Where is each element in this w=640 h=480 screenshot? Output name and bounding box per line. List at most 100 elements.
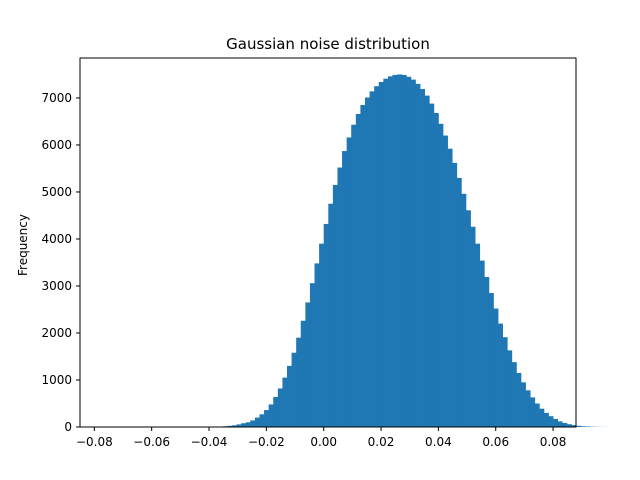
histogram-bar: [429, 103, 435, 427]
histogram-bar: [254, 417, 260, 427]
histogram-bar: [378, 81, 384, 427]
histogram-bar: [300, 320, 306, 427]
histogram-bar: [264, 410, 270, 427]
histogram-bar: [424, 95, 430, 427]
histogram-bar: [553, 419, 559, 427]
histogram-bar: [447, 148, 453, 427]
histogram-bar: [319, 243, 325, 427]
histogram-bar: [452, 162, 458, 427]
y-tick-label: 3000: [41, 279, 72, 293]
histogram-bar: [498, 323, 504, 427]
histogram-bar: [420, 89, 426, 427]
histogram-bar: [273, 396, 279, 427]
histogram-bar: [442, 135, 448, 427]
x-tick-label: −0.02: [248, 435, 285, 449]
chart-title: Gaussian noise distribution: [226, 35, 430, 53]
histogram-bar: [557, 421, 563, 427]
histogram-bar: [287, 365, 292, 427]
y-tick-label: 6000: [41, 138, 72, 152]
histogram-bar: [479, 260, 485, 427]
bars-group: [204, 74, 609, 428]
x-tick-label: 0.00: [310, 435, 337, 449]
histogram-bar: [548, 416, 554, 427]
histogram-bar: [369, 91, 375, 428]
histogram-bar: [456, 177, 462, 427]
histogram-bar: [502, 337, 508, 427]
histogram-bar: [438, 123, 444, 428]
histogram-bar: [332, 184, 338, 427]
y-tick-label: 4000: [41, 232, 72, 246]
histogram-bar: [245, 422, 251, 427]
histogram-bar: [562, 423, 568, 427]
y-tick-label: 7000: [41, 91, 72, 105]
histogram-bar: [342, 151, 348, 427]
y-axis-ticks: 0 1000 2000 3000 4000 5000 6000 7000: [41, 91, 80, 434]
histogram-bar: [374, 86, 380, 427]
histogram-bar: [323, 223, 329, 427]
histogram-bar: [525, 390, 531, 427]
histogram-bar: [351, 124, 357, 427]
histogram-bar: [475, 243, 481, 427]
histogram-bar: [580, 426, 586, 427]
histogram-bar: [296, 337, 302, 427]
x-tick-label: −0.08: [76, 435, 113, 449]
x-axis-ticks: −0.08 −0.06 −0.04 −0.02 0.00 0.02 0.04 0.06 0.08: [76, 427, 566, 449]
histogram-bar: [410, 79, 416, 428]
x-tick-label: −0.04: [191, 435, 228, 449]
histogram-bar: [520, 382, 526, 427]
histogram-bar: [539, 408, 545, 427]
histogram-bar: [401, 74, 407, 427]
histogram-bar: [406, 76, 412, 427]
histogram-bar: [241, 423, 247, 427]
histogram-bar: [470, 226, 476, 427]
histogram-bar: [387, 76, 393, 427]
histogram-bar: [433, 112, 439, 428]
histogram-bar: [543, 412, 549, 427]
histogram-bar: [392, 74, 398, 427]
histogram-bar: [364, 97, 370, 427]
x-tick-label: −0.06: [133, 435, 170, 449]
y-tick-label: 2000: [41, 326, 72, 340]
histogram-bar: [268, 404, 274, 427]
x-tick-label: 0.08: [540, 435, 567, 449]
histogram-bar: [516, 372, 522, 427]
histogram-bar: [415, 83, 421, 427]
histogram-bar: [397, 74, 403, 427]
histogram-bar: [360, 105, 366, 427]
y-tick-label: 5000: [41, 185, 72, 199]
histogram-bar: [488, 293, 494, 427]
histogram-bar: [259, 414, 265, 427]
histogram-bar: [383, 78, 389, 427]
histogram-bar: [461, 193, 467, 427]
histogram-bar: [277, 388, 283, 427]
x-tick-label: 0.04: [425, 435, 452, 449]
histogram-bar: [282, 377, 288, 427]
histogram-bar: [309, 283, 315, 427]
histogram-bar: [236, 424, 242, 427]
x-tick-label: 0.02: [368, 435, 395, 449]
y-axis-label: Frequency: [16, 214, 30, 276]
histogram-bar: [305, 302, 311, 427]
histogram-bar: [534, 403, 540, 427]
histogram-bar: [530, 397, 536, 427]
histogram-bar: [314, 263, 320, 427]
histogram-bar: [291, 352, 297, 427]
x-tick-label: 0.06: [482, 435, 509, 449]
histogram-bar: [231, 425, 237, 427]
plot-frame: [79, 57, 577, 428]
histogram-bar: [576, 425, 581, 427]
histogram-bar: [566, 424, 572, 427]
y-tick-label: 1000: [41, 373, 72, 387]
histogram-bar: [571, 425, 577, 427]
histogram-bar: [346, 137, 352, 427]
histogram-bar: [355, 113, 361, 428]
histogram-bar: [328, 203, 334, 427]
histogram-bar: [484, 277, 490, 427]
histogram-bar: [511, 362, 517, 427]
histogram-bar: [250, 420, 256, 427]
y-tick-label: 0: [64, 420, 72, 434]
histogram-bar: [465, 210, 471, 427]
histogram-bar: [507, 350, 513, 427]
histogram-bar: [337, 167, 343, 427]
